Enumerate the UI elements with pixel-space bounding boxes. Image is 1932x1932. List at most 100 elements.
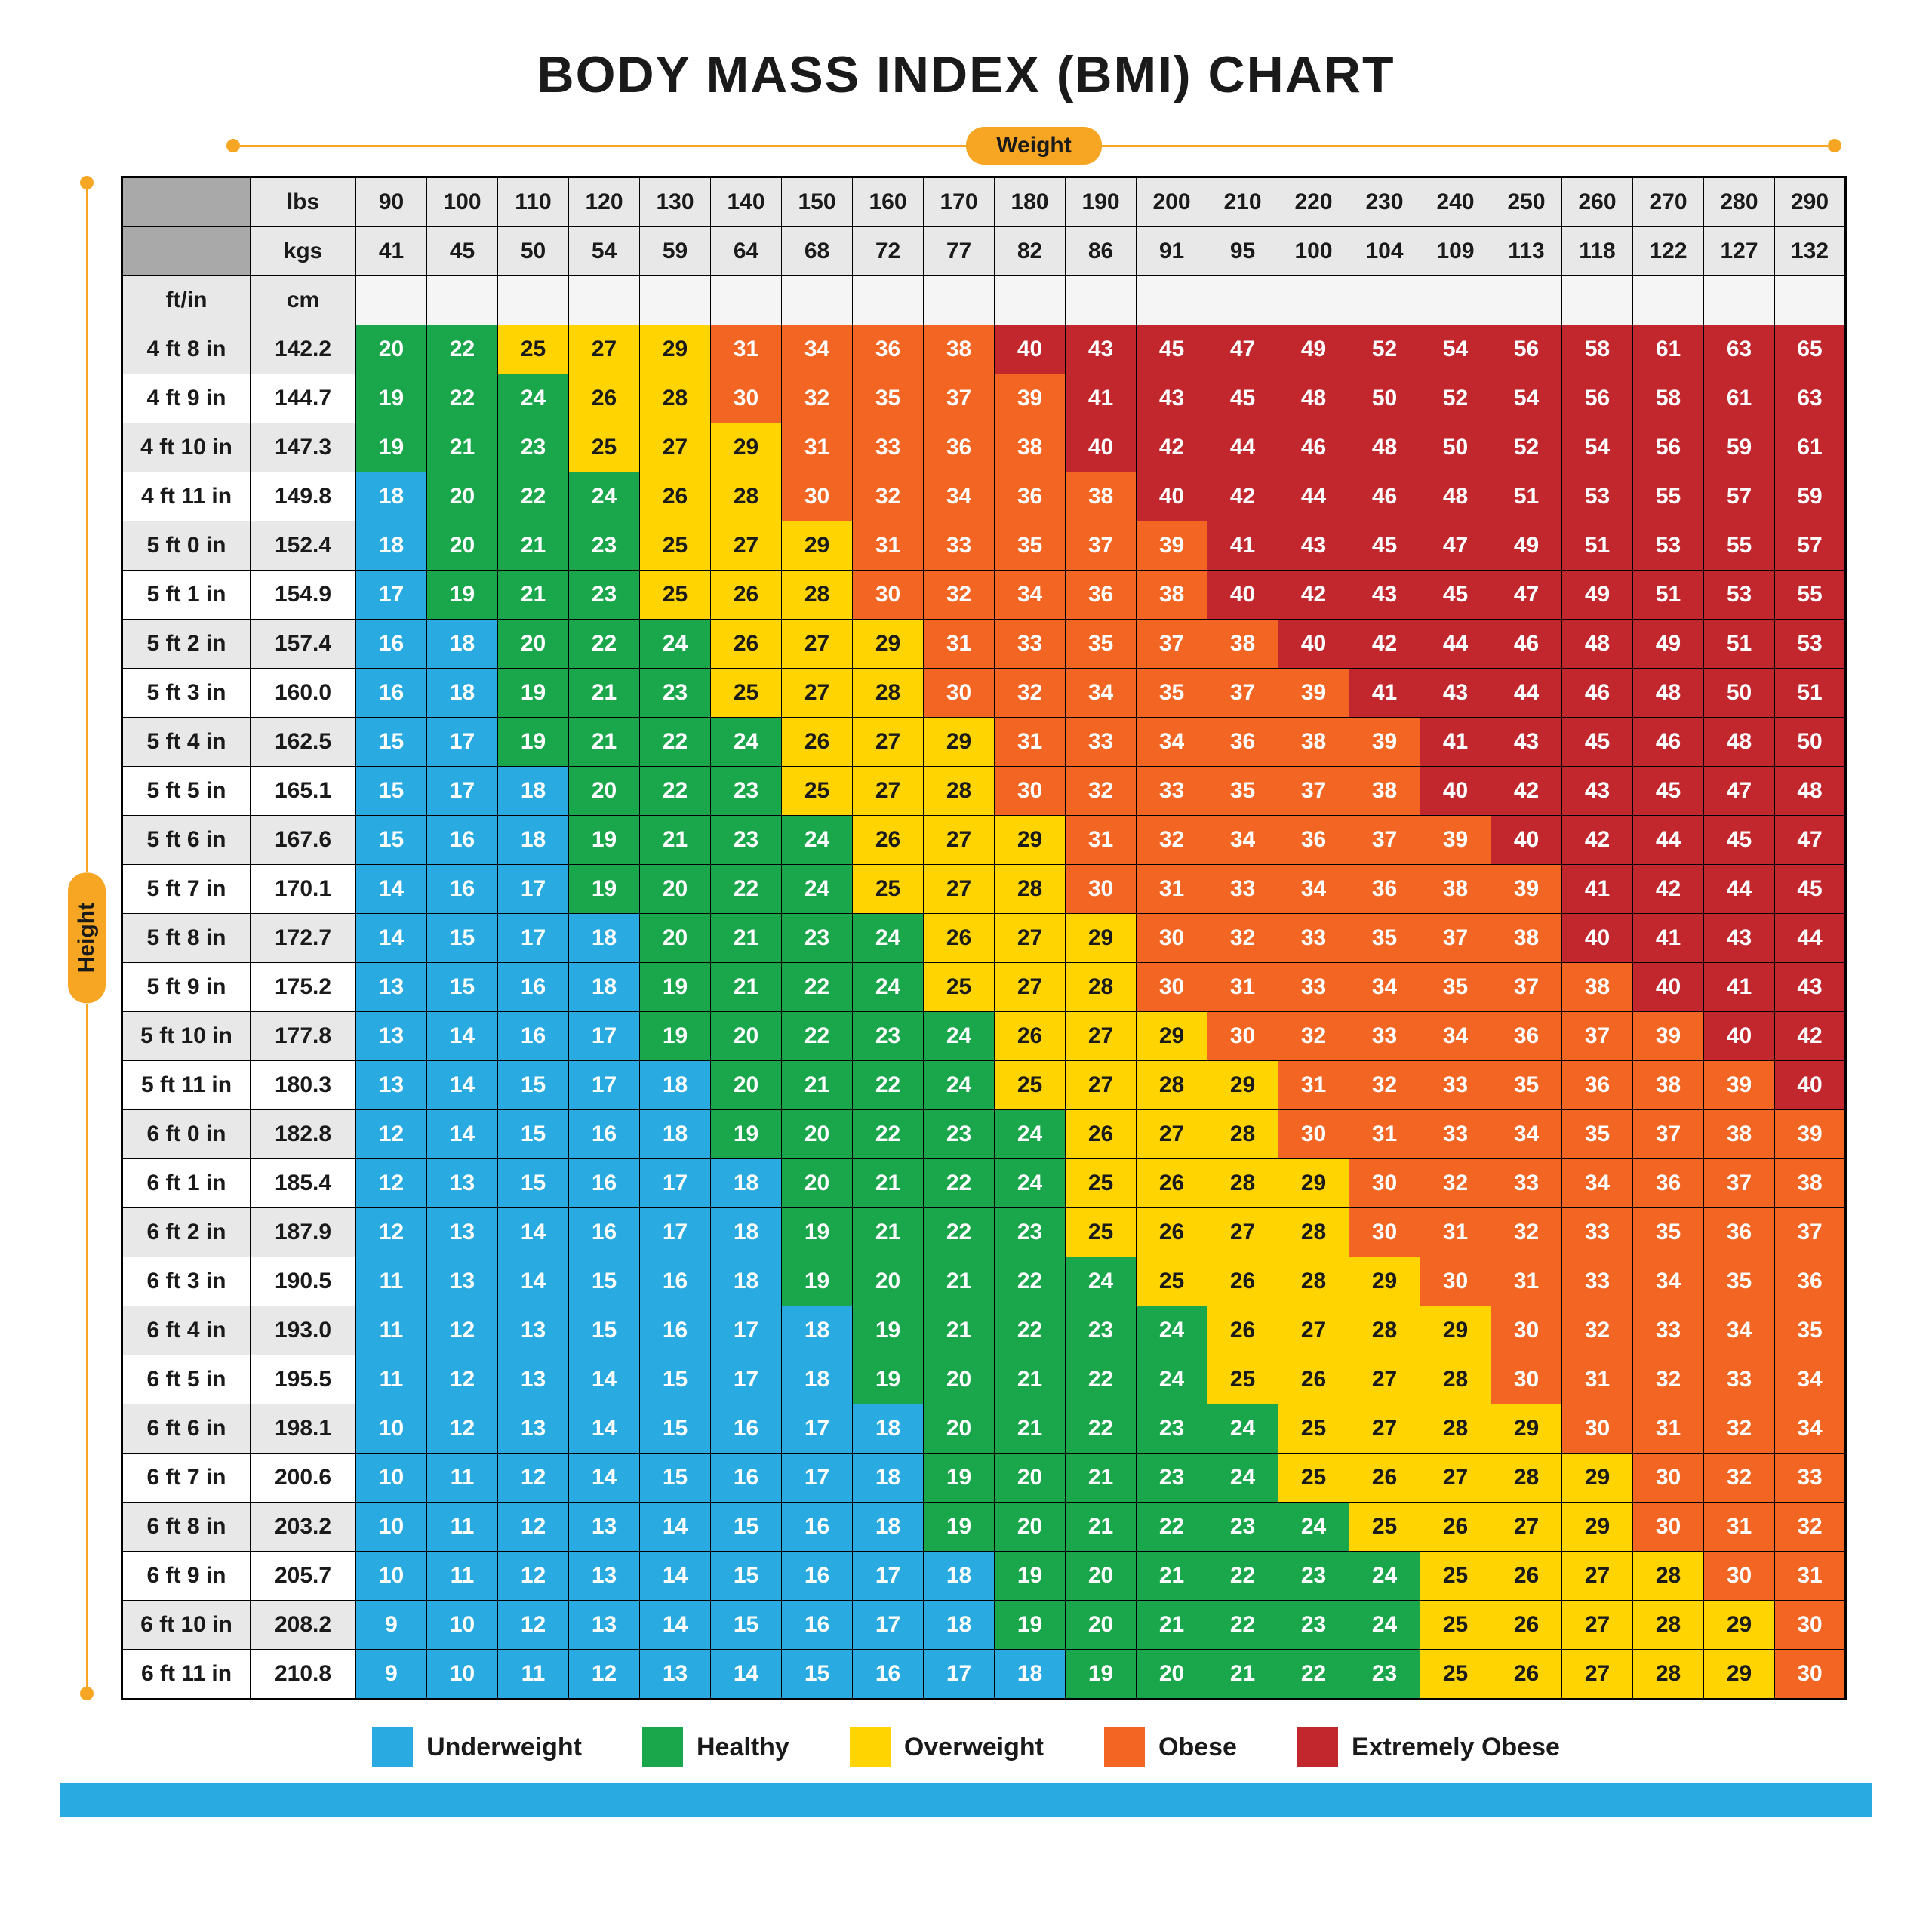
bmi-cell: 31 [782,423,853,472]
bmi-cell: 21 [924,1257,995,1306]
height-ftin: 4 ft 8 in [122,325,251,374]
bmi-cell: 27 [1562,1650,1633,1700]
bmi-cell: 19 [640,963,711,1012]
bmi-cell: 19 [995,1601,1066,1650]
bmi-cell: 27 [1066,1061,1137,1110]
bmi-cell: 43 [1775,963,1846,1012]
bmi-cell: 28 [1208,1110,1278,1159]
bmi-cell: 22 [427,374,498,423]
bmi-cell: 39 [1137,521,1208,571]
bmi-cell: 23 [995,1208,1066,1257]
bmi-cell: 21 [569,669,640,718]
bmi-cell: 33 [1775,1454,1846,1503]
table-row: 5 ft 10 in177.81314161719202223242627293… [122,1012,1846,1061]
bmi-cell: 27 [1208,1208,1278,1257]
bmi-cell: 29 [1562,1454,1633,1503]
bmi-cell: 17 [640,1208,711,1257]
bmi-cell: 16 [498,963,569,1012]
bmi-cell: 30 [1633,1454,1704,1503]
bmi-cell: 39 [1775,1110,1846,1159]
bmi-cell: 33 [1562,1257,1633,1306]
bmi-cell: 15 [498,1159,569,1208]
bmi-cell: 12 [498,1454,569,1503]
bmi-cell: 21 [1066,1454,1137,1503]
bmi-cell: 28 [782,571,853,620]
bmi-cell: 35 [1137,669,1208,718]
bmi-cell: 55 [1775,571,1846,620]
bmi-cell: 43 [1420,669,1491,718]
height-ftin: 6 ft 11 in [122,1650,251,1700]
bmi-cell: 25 [1278,1454,1349,1503]
height-cm: 182.8 [251,1110,356,1159]
bmi-cell: 15 [356,718,427,767]
bmi-cell: 42 [1349,620,1420,669]
bmi-cell: 32 [1349,1061,1420,1110]
bmi-cell: 18 [853,1503,924,1552]
bmi-cell: 30 [711,374,782,423]
header-blank [569,276,640,325]
header-kgs: 45 [427,227,498,276]
height-ftin: 6 ft 1 in [122,1159,251,1208]
height-ftin: 6 ft 3 in [122,1257,251,1306]
table-row: 5 ft 5 in165.115171820222325272830323335… [122,767,1846,816]
bmi-cell: 22 [1278,1650,1349,1700]
header-blank [498,276,569,325]
bmi-cell: 22 [1066,1404,1137,1454]
height-ftin: 6 ft 2 in [122,1208,251,1257]
bmi-cell: 28 [1066,963,1137,1012]
bmi-cell: 40 [1066,423,1137,472]
bmi-cell: 17 [427,718,498,767]
legend-item: Underweight [372,1727,582,1767]
header-kgs: 72 [853,227,924,276]
bmi-cell: 23 [569,521,640,571]
bmi-cell: 18 [995,1650,1066,1700]
bmi-cell: 40 [995,325,1066,374]
bmi-cell: 33 [1420,1110,1491,1159]
bmi-cell: 34 [1137,718,1208,767]
header-kgs: 132 [1775,227,1846,276]
bmi-cell: 21 [1066,1503,1137,1552]
bmi-cell: 42 [1208,472,1278,521]
bmi-cell: 40 [1420,767,1491,816]
height-ftin: 5 ft 0 in [122,521,251,571]
bmi-cell: 14 [427,1061,498,1110]
bmi-cell: 39 [995,374,1066,423]
bmi-cell: 49 [1278,325,1349,374]
bmi-cell: 26 [1278,1355,1349,1404]
bmi-cell: 18 [569,914,640,963]
bmi-cell: 21 [924,1306,995,1355]
bmi-cell: 27 [1562,1601,1633,1650]
bmi-cell: 34 [1775,1404,1846,1454]
bmi-cell: 39 [1278,669,1349,718]
height-ftin: 6 ft 0 in [122,1110,251,1159]
height-cm: 175.2 [251,963,356,1012]
bmi-cell: 17 [640,1159,711,1208]
height-ftin: 4 ft 10 in [122,423,251,472]
bmi-cell: 22 [640,718,711,767]
bmi-cell: 55 [1704,521,1775,571]
bmi-cell: 44 [1208,423,1278,472]
bmi-cell: 11 [356,1257,427,1306]
bmi-cell: 30 [1208,1012,1278,1061]
bmi-cell: 12 [427,1355,498,1404]
bmi-cell: 33 [1278,914,1349,963]
bmi-cell: 43 [1066,325,1137,374]
bmi-cell: 52 [1349,325,1420,374]
bmi-cell: 25 [1349,1503,1420,1552]
bmi-cell: 27 [995,963,1066,1012]
bmi-cell: 12 [498,1601,569,1650]
header-blank [1633,276,1704,325]
bmi-cell: 34 [1278,865,1349,914]
height-cm: 177.8 [251,1012,356,1061]
height-cm: 198.1 [251,1404,356,1454]
header-kgs: 50 [498,227,569,276]
bmi-cell: 41 [1349,669,1420,718]
bmi-cell: 36 [1633,1159,1704,1208]
bmi-cell: 31 [1562,1355,1633,1404]
bmi-cell: 23 [711,767,782,816]
bmi-cell: 15 [640,1355,711,1404]
bmi-cell: 24 [1349,1601,1420,1650]
bmi-cell: 41 [1208,521,1278,571]
table-row: 5 ft 0 in152.418202123252729313335373941… [122,521,1846,571]
bmi-cell: 18 [356,521,427,571]
